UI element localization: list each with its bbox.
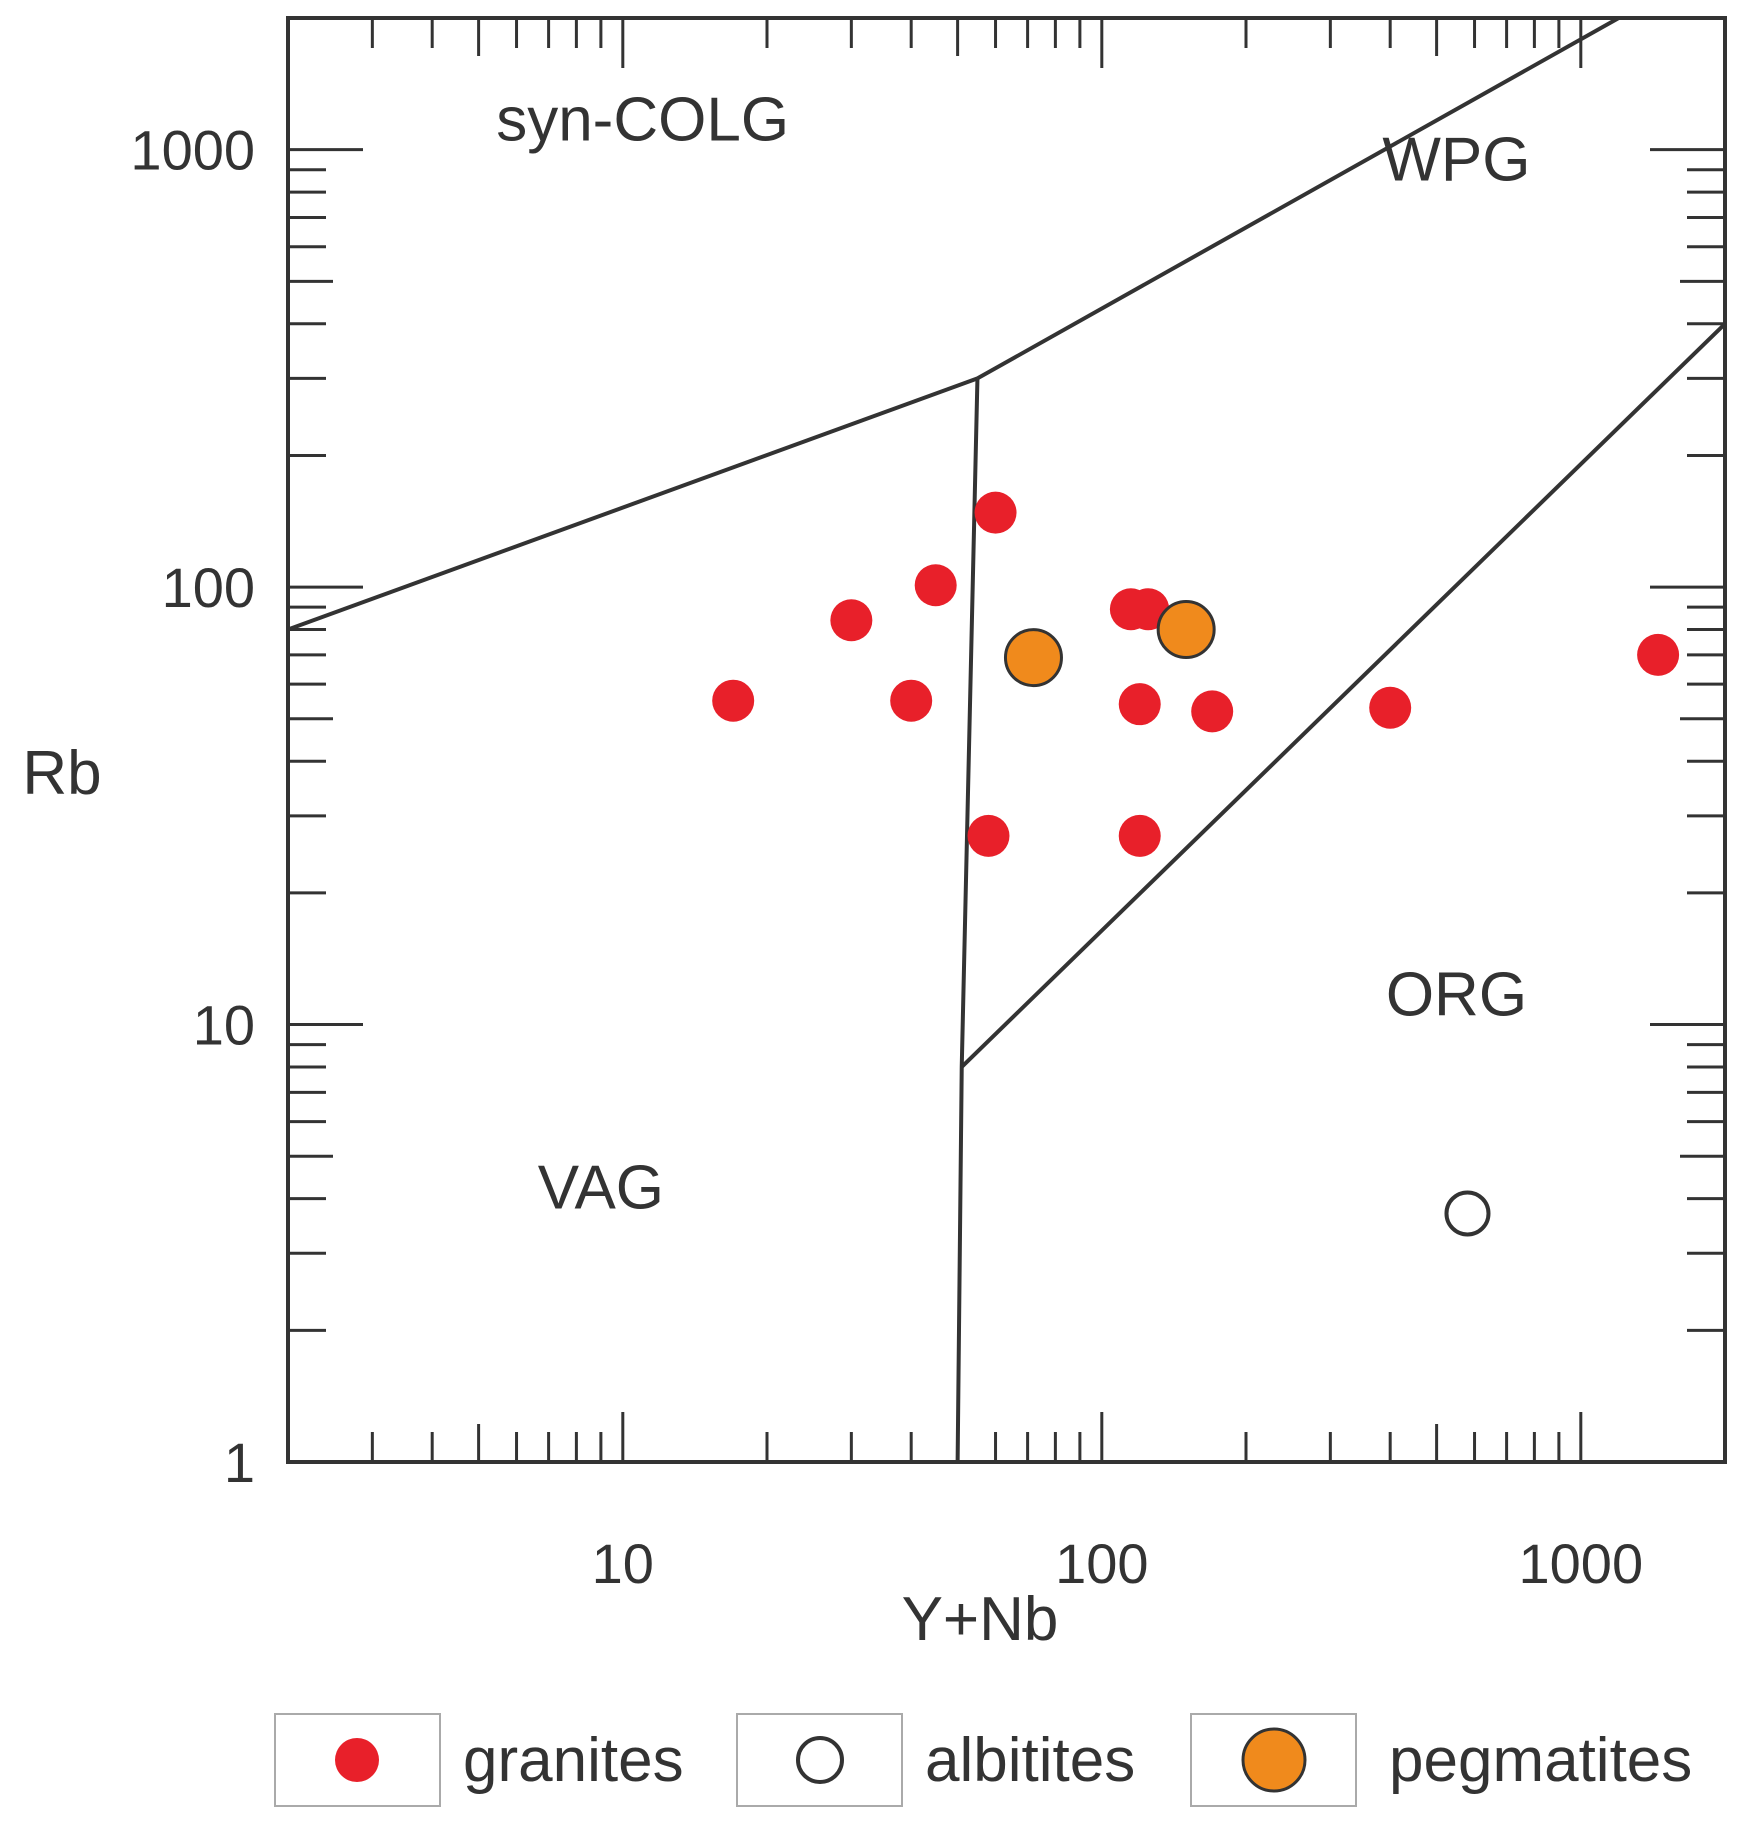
legend-label-albitites: albitites <box>925 1726 1135 1795</box>
x-tick-label: 10 <box>592 1532 654 1595</box>
boundary-line <box>955 378 980 1463</box>
legend-marker-granites <box>335 1738 379 1782</box>
data-point-granites <box>914 564 957 607</box>
axis-ticks <box>288 18 1725 1462</box>
field-label: WPG <box>1382 126 1530 195</box>
x-tick-label: 100 <box>1055 1532 1148 1595</box>
data-point-granites <box>712 679 755 722</box>
data-point-albitites <box>1444 1190 1491 1237</box>
data-point-pegmatites <box>1156 600 1216 660</box>
x-axis-label: Y+Nb <box>902 1585 1059 1654</box>
data-point-granites <box>830 599 873 642</box>
legend-box-pegmatites <box>1190 1713 1357 1807</box>
field-label: VAG <box>538 1153 664 1222</box>
y-tick-label: 100 <box>162 556 255 619</box>
y-axis-label: Rb <box>22 739 101 808</box>
field-labels: syn-COLG WPG VAG ORG <box>496 85 1530 1222</box>
tick-labels: 10 100 1000 1 10 100 1000 <box>130 119 1643 1595</box>
legend-box-granites <box>274 1713 441 1807</box>
data-point-granites <box>890 679 933 722</box>
legend: granites albitites pegmatites <box>274 1713 1692 1807</box>
legend-marker-albitites <box>796 1736 844 1784</box>
data-point-granites <box>1369 686 1412 729</box>
boundary-line <box>287 376 979 632</box>
legend-marker-pegmatites <box>1241 1727 1307 1793</box>
data-point-granites <box>974 491 1017 534</box>
legend-box-albitites <box>736 1713 903 1807</box>
legend-label-granites: granites <box>463 1726 684 1795</box>
x-tick-label: 1000 <box>1519 1532 1644 1595</box>
legend-label-pegmatites: pegmatites <box>1389 1726 1692 1795</box>
data-points <box>712 491 1680 1237</box>
data-point-granites <box>1637 633 1680 676</box>
y-tick-label: 10 <box>193 994 255 1057</box>
field-label: syn-COLG <box>496 85 789 154</box>
data-point-granites <box>1118 814 1161 857</box>
data-point-granites <box>1118 683 1161 726</box>
boundary-line <box>960 322 1727 1069</box>
y-tick-label: 1 <box>224 1431 255 1494</box>
data-point-pegmatites <box>1003 628 1063 688</box>
field-label: ORG <box>1386 960 1527 1029</box>
data-point-granites <box>967 814 1010 857</box>
data-point-granites <box>1191 690 1234 733</box>
plot-frame <box>286 16 1727 1464</box>
field-boundaries <box>287 16 1727 1463</box>
y-tick-label: 1000 <box>130 119 255 182</box>
boundary-line <box>976 16 1620 381</box>
